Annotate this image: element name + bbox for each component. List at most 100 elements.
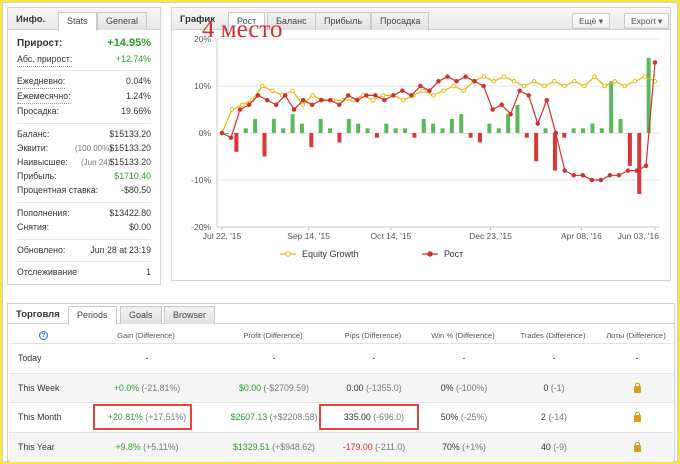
series-line-equity-growth xyxy=(221,75,656,134)
table-row: This Year +9.8% (+5.11%) $1329.51 (+$948.6… xyxy=(9,431,673,462)
series-point xyxy=(370,97,376,103)
help-icon[interactable]: ? xyxy=(39,331,48,340)
cell-win: 70% (+1%) xyxy=(419,442,509,452)
series-point xyxy=(598,177,604,183)
more-button-label: Ещё xyxy=(579,16,597,26)
cell-win-diff: (+1%) xyxy=(462,441,486,452)
profit-bar xyxy=(225,133,229,134)
series-point xyxy=(445,74,450,79)
tracking-label: Отслеживание xyxy=(17,267,78,277)
profit-value: $1710.40 xyxy=(114,171,151,181)
series-point xyxy=(229,107,235,112)
series-point xyxy=(327,97,333,103)
chart-panel-header: График Рост Баланс Прибыль Просадка Ещё … xyxy=(172,8,670,31)
cell-pips-value: - xyxy=(372,353,376,363)
withdrawals-label: Снятия: xyxy=(17,222,50,232)
cell-pips-value: 335.00 xyxy=(343,412,371,422)
abs-growth-label[interactable]: Абс. прирост: xyxy=(17,53,73,67)
series-point xyxy=(282,93,288,98)
series-point xyxy=(364,93,369,98)
series-point xyxy=(571,173,577,178)
tab-general[interactable]: General xyxy=(97,12,148,30)
series-point xyxy=(380,93,386,98)
series-point xyxy=(526,93,531,98)
series-point xyxy=(481,74,487,79)
profit-bar xyxy=(356,123,361,133)
tab-growth[interactable]: Рост xyxy=(228,12,266,31)
lock-icon[interactable] xyxy=(634,412,641,422)
chevron-down-icon: ▾ xyxy=(598,16,604,26)
series-point xyxy=(580,173,586,178)
series-point xyxy=(382,97,387,103)
cell-lots: - xyxy=(635,353,639,363)
equity-row: Эквити: (100.00%) $15133.20 xyxy=(17,142,151,155)
interest-row: Процентная ставка: -$80.50 xyxy=(17,184,151,197)
more-button[interactable]: Ещё ▾ xyxy=(572,13,611,29)
cell-win: - xyxy=(419,353,509,363)
cell-profit-value: $2607.13 xyxy=(230,412,268,422)
series-point xyxy=(463,74,468,79)
tracking-row: Отслеживание 1 xyxy=(17,266,151,279)
tab-stats[interactable]: Stats xyxy=(58,12,97,31)
profit-bar xyxy=(346,118,351,133)
abs-growth-value: +12.74% xyxy=(116,54,151,64)
profit-bar xyxy=(477,133,482,143)
tab-profit[interactable]: Прибыль xyxy=(315,12,372,30)
cell-pips: 0.00 (-1355.0) xyxy=(329,383,419,393)
profit-bar xyxy=(290,114,295,133)
y-tick-label: -20% xyxy=(191,222,211,232)
drawdown-label: Просадка: xyxy=(17,106,59,116)
daily-label[interactable]: Ежедневно: xyxy=(17,75,66,89)
profit-bar xyxy=(243,128,248,133)
lock-icon[interactable] xyxy=(634,382,641,393)
cell-trades-value: 40 xyxy=(541,441,551,452)
cell-profit-value: - xyxy=(272,353,276,363)
series-point xyxy=(642,74,648,79)
series-point xyxy=(481,83,486,89)
legend-marker xyxy=(285,251,291,257)
profit-bar xyxy=(337,133,342,143)
legend-label: Рост xyxy=(444,249,463,259)
updated-label: Обновлено: xyxy=(17,245,66,255)
cell-pips-diff: (-1355.0) xyxy=(365,382,402,393)
profit-bar xyxy=(609,81,614,133)
tab-browser[interactable]: Browser xyxy=(164,306,216,324)
cell-gain: - xyxy=(97,353,197,363)
cell-pips: - xyxy=(329,353,419,363)
profit-bar xyxy=(449,118,454,133)
profit-bar xyxy=(637,133,642,195)
series-point xyxy=(592,74,597,79)
series-point xyxy=(499,102,504,108)
profit-row: Прибыль: $1710.40 xyxy=(17,170,151,183)
growth-value: +14.95% xyxy=(107,37,151,49)
trading-panel-title: Торговля xyxy=(16,309,60,320)
series-point xyxy=(517,88,522,93)
tab-periods[interactable]: Periods xyxy=(68,306,117,325)
profit-bar xyxy=(393,128,398,133)
series-point xyxy=(431,93,436,98)
withdrawals-value: $0.00 xyxy=(128,222,151,232)
table-row: This Month +20.81% (+17.51%) $2607.13 (+$2… xyxy=(9,402,673,432)
export-button[interactable]: Export ▾ xyxy=(624,13,670,29)
series-point xyxy=(553,130,559,136)
tab-drawdown[interactable]: Просадка xyxy=(371,12,430,30)
growth-chart: 20% 10% 0% -10% -20%Jul 22, '15 Sep 14, '15 Oc… xyxy=(191,34,660,259)
cell-gain: +0.0% (-21.81%) xyxy=(97,383,197,393)
cell-trades: 0 (-1) xyxy=(509,383,599,393)
divider xyxy=(17,239,151,240)
trading-panel: Торговля Periods Goals Browser ? Gain (D… xyxy=(7,303,675,462)
profit-bar xyxy=(543,128,548,133)
tab-goals[interactable]: Goals xyxy=(120,306,162,324)
profit-bar xyxy=(515,104,520,133)
series-point xyxy=(300,97,306,103)
series-point xyxy=(501,74,507,79)
profit-bar xyxy=(534,133,539,162)
series-point xyxy=(511,79,517,84)
x-tick-label: Jul 22, '15 xyxy=(203,231,242,241)
series-point xyxy=(541,83,547,89)
abs-growth-row: Абс. прирост: +12.74% xyxy=(17,53,151,67)
cell-profit: $1329.51 (+$948.62) xyxy=(219,442,329,452)
daily-value: 0.04% xyxy=(126,76,151,86)
lock-icon[interactable] xyxy=(634,441,641,452)
monthly-label[interactable]: Ежемесячно: xyxy=(17,90,71,104)
